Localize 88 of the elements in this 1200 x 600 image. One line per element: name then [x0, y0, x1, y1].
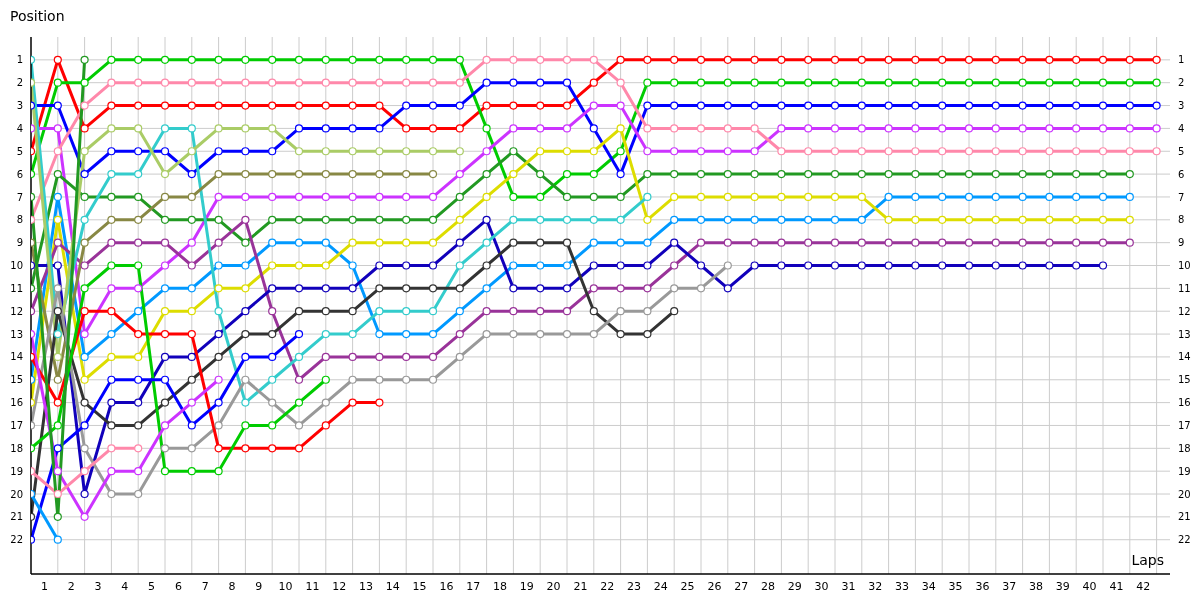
- y2-tick-label: 4: [1178, 122, 1185, 134]
- x-tick-label: 11: [305, 579, 320, 593]
- x-tick-label: 29: [787, 579, 802, 593]
- x-tick-label: 37: [1002, 579, 1017, 593]
- x-tick-label: 42: [1136, 579, 1151, 593]
- y-tick-label: 22: [10, 534, 23, 546]
- y2-tick-label: 14: [1178, 351, 1191, 363]
- y-tick-label: 15: [10, 374, 23, 386]
- x-tick-label: 41: [1109, 579, 1124, 593]
- y2-tick-label: 12: [1178, 305, 1191, 317]
- y2-tick-label: 11: [1178, 282, 1191, 294]
- x-tick-label: 28: [761, 579, 775, 593]
- y-tick-label: 4: [16, 122, 23, 134]
- x-tick-label: 21: [573, 579, 588, 593]
- y-tick-label: 19: [10, 465, 23, 477]
- x-tick-label: 17: [466, 579, 481, 593]
- y-tick-label: 13: [10, 328, 23, 340]
- y2-tick-label: 16: [1178, 397, 1191, 409]
- x-tick-label: 8: [228, 579, 236, 593]
- x-axis-title: Laps: [1131, 552, 1164, 568]
- x-tick-label: 14: [385, 579, 400, 593]
- y2-tick-label: 6: [1178, 168, 1185, 180]
- y-tick-label: 21: [10, 511, 23, 523]
- y-tick-label: 8: [16, 214, 23, 226]
- x-tick-label: 12: [332, 579, 347, 593]
- y2-tick-label: 20: [1178, 488, 1191, 500]
- y-axis-title: Position: [10, 8, 65, 24]
- y2-tick-label: 2: [1178, 77, 1185, 89]
- y-tick-label: 12: [10, 305, 23, 317]
- x-tick-label: 33: [895, 579, 909, 593]
- y2-tick-label: 10: [1178, 260, 1191, 272]
- y-tick-label: 16: [10, 397, 23, 409]
- x-tick-label: 10: [278, 579, 293, 593]
- x-tick-label: 30: [814, 579, 829, 593]
- y2-tick-label: 1: [1178, 54, 1185, 66]
- x-tick-label: 1: [40, 579, 48, 593]
- y2-tick-label: 3: [1178, 100, 1185, 112]
- y2-tick-label: 22: [1178, 534, 1191, 546]
- x-tick-label: 23: [627, 579, 641, 593]
- x-tick-label: 6: [174, 579, 182, 593]
- x-tick-label: 39: [1055, 579, 1070, 593]
- y2-tick-label: 19: [1178, 465, 1191, 477]
- x-tick-label: 19: [519, 579, 534, 593]
- y-tick-label: 5: [16, 145, 23, 157]
- y-tick-label: 20: [10, 488, 23, 500]
- x-tick-label: 13: [359, 579, 373, 593]
- y-tick-label: 14: [10, 351, 23, 363]
- x-tick-label: 9: [255, 579, 263, 593]
- y2-tick-label: 17: [1178, 420, 1191, 432]
- x-tick-label: 2: [67, 579, 75, 593]
- y-tick-label: 7: [16, 191, 23, 203]
- x-tick-label: 26: [707, 579, 722, 593]
- x-tick-label: 24: [653, 579, 668, 593]
- x-tick-label: 40: [1082, 579, 1097, 593]
- x-tick-label: 31: [841, 579, 856, 593]
- x-tick-label: 36: [975, 579, 990, 593]
- y2-tick-label: 8: [1178, 214, 1185, 226]
- y-tick-label: 3: [16, 100, 23, 112]
- x-tick-label: 16: [439, 579, 454, 593]
- x-tick-label: 22: [600, 579, 615, 593]
- x-tick-label: 25: [680, 579, 695, 593]
- x-tick-label: 4: [121, 579, 129, 593]
- x-tick-label: 18: [493, 579, 507, 593]
- x-tick-label: 5: [148, 579, 156, 593]
- x-tick-label: 27: [734, 579, 749, 593]
- x-tick-label: 34: [921, 579, 936, 593]
- y2-tick-label: 15: [1178, 374, 1191, 386]
- y-tick-label: 6: [16, 168, 23, 180]
- y2-tick-label: 21: [1178, 511, 1191, 523]
- x-tick-label: 20: [546, 579, 561, 593]
- y-tick-label: 1: [16, 54, 23, 66]
- x-tick-label: 3: [94, 579, 102, 593]
- x-tick-label: 7: [201, 579, 209, 593]
- y-tick-label: 11: [10, 282, 23, 294]
- x-tick-label: 38: [1029, 579, 1043, 593]
- y2-tick-label: 18: [1178, 442, 1191, 454]
- y2-tick-label: 5: [1178, 145, 1185, 157]
- y-tick-label: 2: [16, 77, 23, 89]
- x-tick-label: 32: [868, 579, 883, 593]
- y-tick-label: 18: [10, 442, 23, 454]
- y2-tick-label: 13: [1178, 328, 1191, 340]
- y2-tick-label: 9: [1178, 237, 1185, 249]
- y-tick-label: 17: [10, 420, 23, 432]
- y-tick-label: 10: [10, 260, 23, 272]
- y-tick-label: 9: [16, 237, 23, 249]
- x-tick-label: 35: [948, 579, 963, 593]
- y2-tick-label: 7: [1178, 191, 1185, 203]
- x-tick-label: 15: [412, 579, 427, 593]
